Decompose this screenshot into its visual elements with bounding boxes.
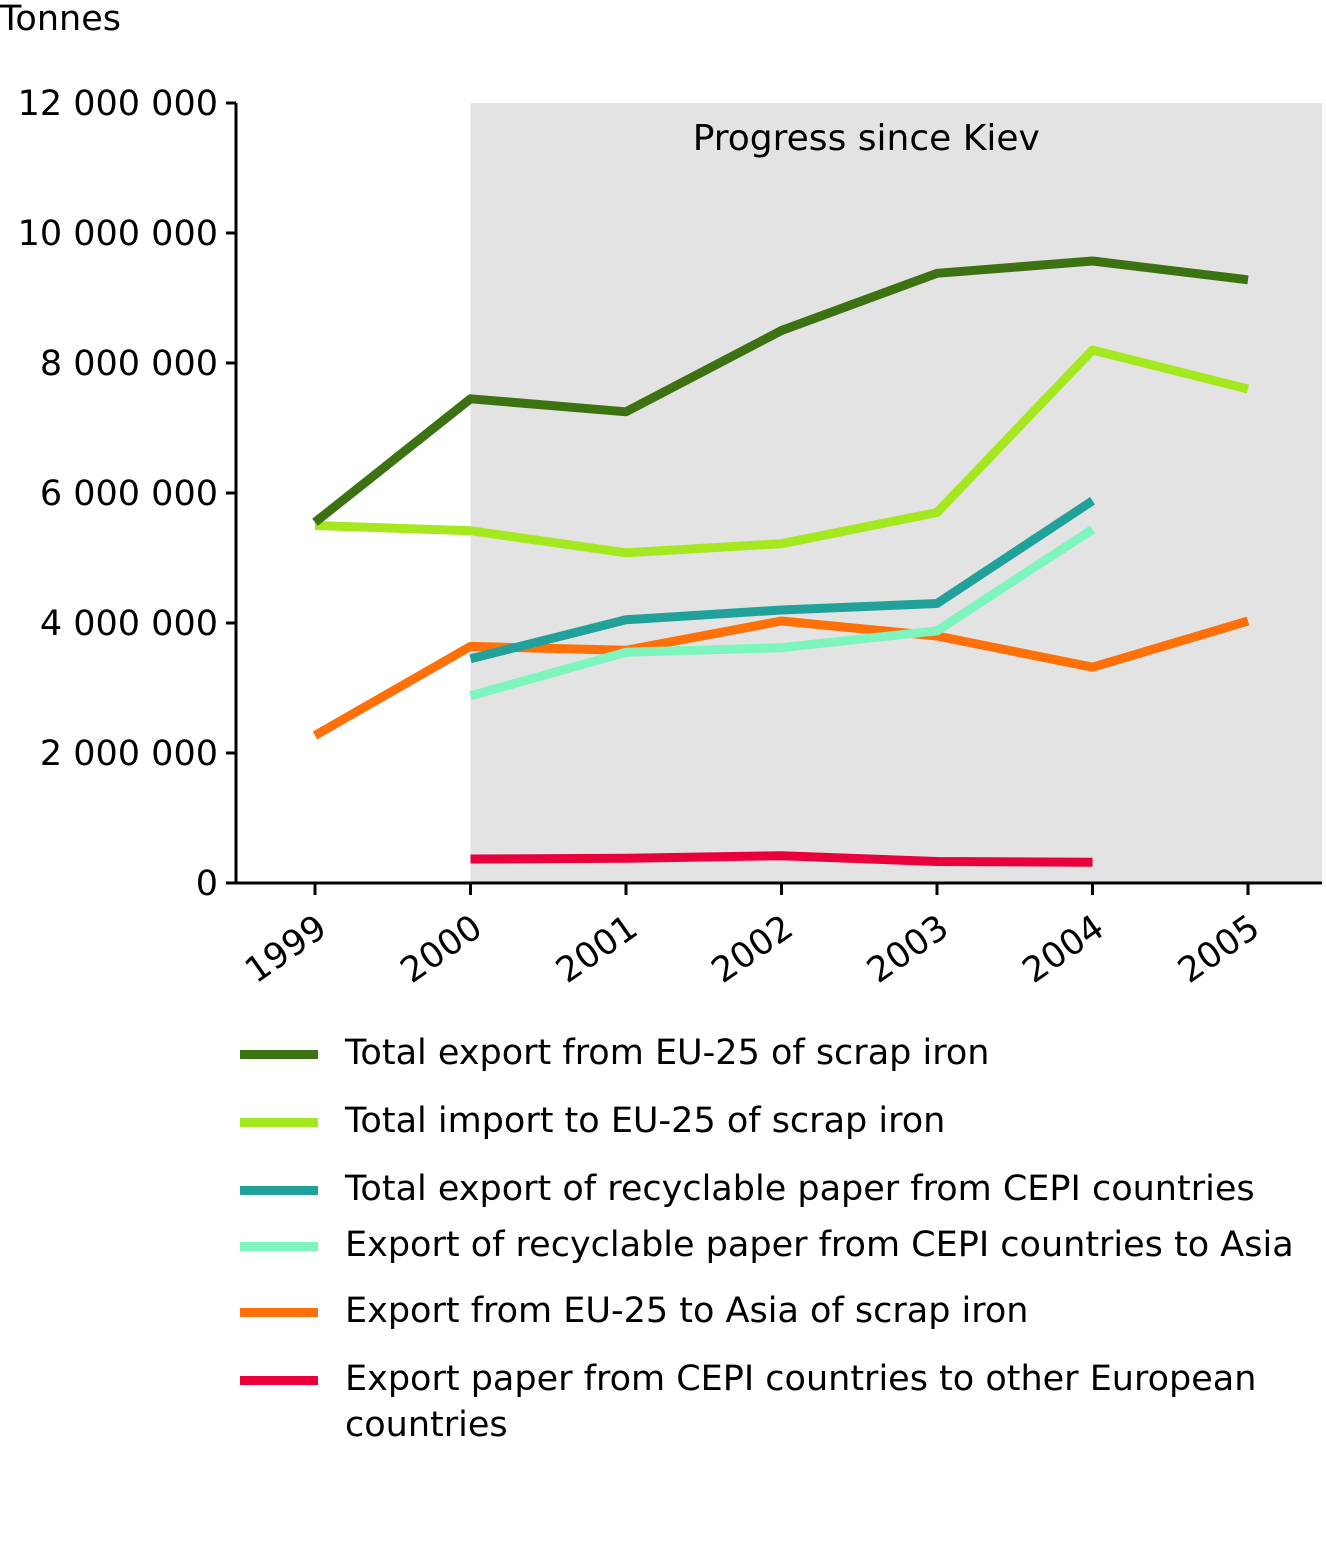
x-tick-label: 2001 (549, 908, 645, 992)
series-line (469, 497, 1095, 664)
x-tick-label: 2005 (1171, 908, 1267, 992)
legend-swatch (240, 1186, 318, 1195)
y-tick-label: 12 000 000 (18, 84, 218, 124)
y-tick-label: 10 000 000 (18, 214, 218, 254)
y-axis-title: Tonnes (0, 0, 121, 39)
legend-label: Total export of recyclable paper from CE… (345, 1169, 1255, 1209)
legend-label: Export paper from CEPI countries to othe… (345, 1359, 1257, 1445)
legend-item: Total export of recyclable paper from CE… (240, 1166, 1300, 1212)
x-tick-label: 2003 (860, 908, 956, 992)
x-tick-label: 1999 (238, 908, 334, 992)
legend-item: Total export from EU-25 of scrap iron (240, 1030, 1300, 1076)
legend-label: Export of recyclable paper from CEPI cou… (345, 1225, 1294, 1265)
y-tick-label: 6 000 000 (40, 474, 218, 514)
series-line (314, 345, 1250, 558)
series-line (470, 851, 1093, 867)
y-tick-label: 4 000 000 (40, 604, 218, 644)
legend-item: Total import to EU-25 of scrap iron (240, 1098, 1300, 1144)
legend-swatch (240, 1118, 318, 1127)
series-line (469, 525, 1095, 701)
series-line (312, 256, 1249, 526)
legend-label: Total export from EU-25 of scrap iron (345, 1033, 990, 1073)
legend-swatch (240, 1308, 318, 1317)
progress-since-kiev-region (470, 103, 1322, 883)
progress-since-kiev-label: Progress since Kiev (693, 118, 1040, 159)
legend-item: Export of recyclable paper from CEPI cou… (240, 1222, 1300, 1268)
legend-label: Total import to EU-25 of scrap iron (345, 1101, 946, 1141)
series-lines (312, 256, 1250, 867)
y-axis: 0 2 000 000 4 000 000 6 000 000 8 000 000 10 … (18, 84, 238, 904)
legend-swatch (240, 1050, 318, 1059)
legend-item: Export paper from CEPI countries to othe… (240, 1356, 1300, 1448)
legend-item: Export from EU-25 to Asia of scrap iron (240, 1288, 1300, 1334)
y-tick-label: 0 (196, 864, 218, 904)
line-chart: Progress since Kiev Tonnes 0 2 000 000 4 0… (0, 0, 1322, 992)
legend: Total export from EU-25 of scrap iron Tot… (240, 1030, 1300, 1448)
legend-swatch (240, 1376, 318, 1385)
series-line (312, 616, 1250, 740)
y-tick-label: 8 000 000 (40, 344, 218, 384)
y-tick-label: 2 000 000 (40, 734, 218, 774)
legend-swatch (240, 1242, 318, 1251)
x-tick-label: 2004 (1016, 908, 1112, 992)
legend-label: Export from EU-25 to Asia of scrap iron (345, 1291, 1029, 1331)
x-axis: 1999 2000 2001 2002 2003 2004 2005 (236, 881, 1322, 992)
x-tick-label: 2002 (705, 908, 801, 992)
x-tick-label: 2000 (394, 908, 490, 992)
